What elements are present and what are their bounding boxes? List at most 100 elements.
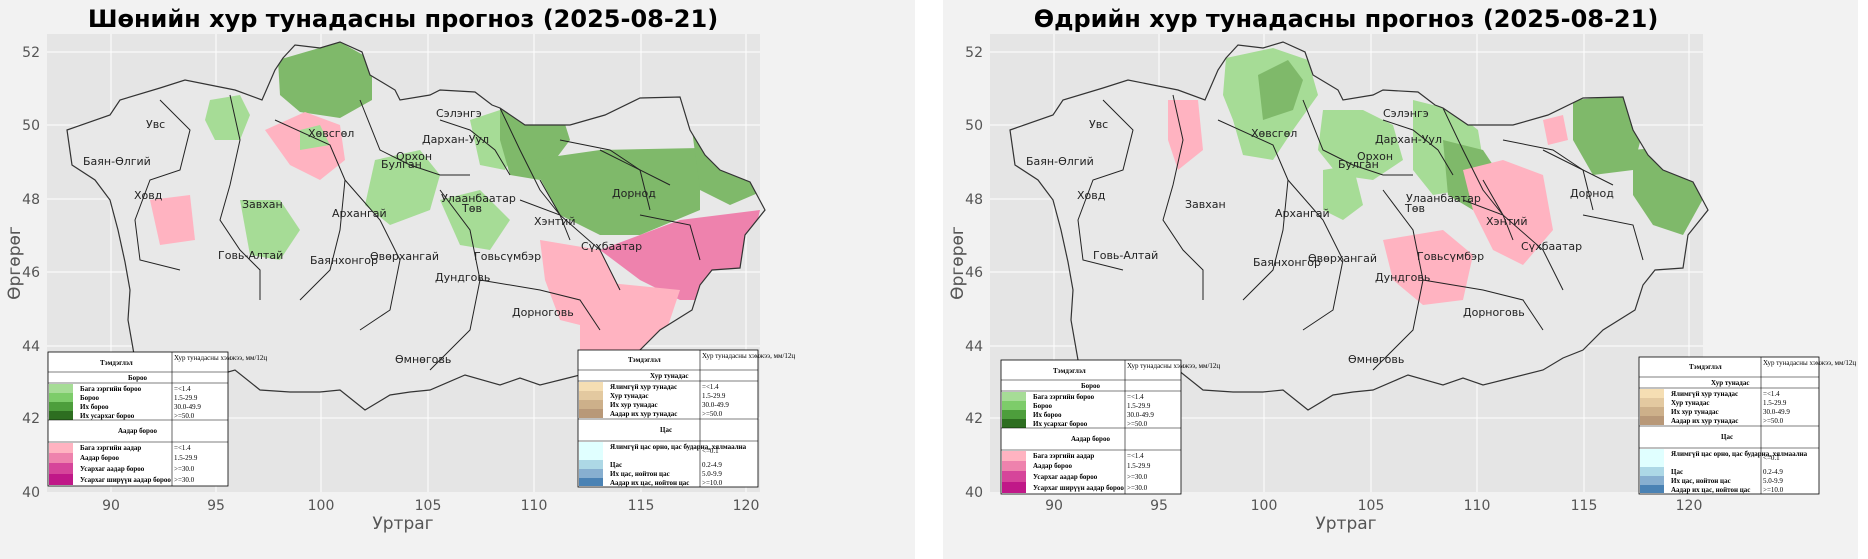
svg-text:>=50.0: >=50.0 (174, 412, 195, 420)
label-umnugovi: Өмнөговь (1348, 353, 1404, 366)
svg-text:42: 42 (22, 411, 40, 427)
label-uvs: Увс (1089, 118, 1108, 131)
svg-text:Цас: Цас (1671, 468, 1683, 476)
label-khuvsgul: Хөвсгөл (308, 127, 354, 140)
label-bayan-ulgii: Баян-Өлгий (1026, 155, 1094, 168)
label-sukhbaatar: Сүхбаатар (1521, 240, 1582, 253)
svg-text:50: 50 (22, 118, 40, 134)
svg-text:Тэмдэглэл: Тэмдэглэл (1689, 363, 1722, 371)
zone-shower-small (1543, 115, 1568, 145)
label-dundgovi: Дундговь (435, 271, 490, 284)
x-tick-labels: 90 95 100 105 110 115 120 (1045, 498, 1702, 514)
zone-light-rain-west (205, 95, 250, 140)
svg-text:Их цас, нойтон цас: Их цас, нойтон цас (1671, 477, 1731, 485)
label-uvurkhangai: Өвөрхангай (370, 250, 439, 263)
svg-text:Аадар их цас, нойтон цас: Аадар их цас, нойтон цас (1671, 486, 1750, 494)
svg-text:48: 48 (22, 192, 40, 208)
svg-text:0.2-4.9: 0.2-4.9 (702, 461, 722, 469)
svg-text:44: 44 (22, 339, 40, 355)
label-bayan-ulgii: Баян-Өлгий (83, 155, 151, 168)
svg-text:Хур тунадас: Хур тунадас (650, 372, 688, 380)
svg-text:Бороо: Бороо (80, 394, 100, 402)
label-govi-altai: Говь-Алтай (1093, 249, 1158, 262)
svg-text:46: 46 (965, 265, 983, 281)
svg-text:Тэмдэглэл: Тэмдэглэл (1053, 367, 1086, 375)
zone-rain-dornod (1573, 95, 1643, 175)
svg-text:30.0-49.9: 30.0-49.9 (1127, 411, 1154, 419)
svg-text:5.0-9.9: 5.0-9.9 (1763, 477, 1783, 485)
zone-shower-dundgovi (1383, 230, 1473, 305)
label-khuvsgul: Хөвсгөл (1251, 127, 1297, 140)
y-tick-labels: 40 42 44 46 48 50 52 (965, 45, 983, 501)
label-uvs: Увс (146, 118, 165, 131)
svg-text:Цас: Цас (660, 426, 672, 434)
zone-light-rain-bulgan (1318, 110, 1403, 180)
svg-text:115: 115 (628, 498, 655, 514)
svg-text:>=10.0: >=10.0 (702, 479, 723, 487)
svg-text:Ялимгүй цас орно, цас бударна,: Ялимгүй цас орно, цас бударна, хялмаална (610, 443, 747, 451)
forecast-zones (150, 42, 765, 410)
label-khentii: Хэнтий (1486, 215, 1527, 228)
aimag-borders (134, 94, 701, 371)
label-zavkhan: Завхан (1185, 198, 1226, 211)
svg-text:Усархаг аадар бороо: Усархаг аадар бороо (80, 465, 145, 473)
svg-text:=<1.4: =<1.4 (1127, 393, 1144, 401)
svg-text:Ялимгүй цас орно, цас бударна,: Ялимгүй цас орно, цас бударна, хялмаална (1671, 450, 1808, 458)
svg-text:=<1.4: =<1.4 (1763, 390, 1780, 398)
svg-text:44: 44 (965, 339, 983, 355)
svg-text:=<1.4: =<1.4 (174, 385, 191, 393)
label-ulaanbaatar: Улаанбаатар (1406, 192, 1481, 205)
svg-text:Тэмдэглэл: Тэмдэглэл (628, 356, 661, 364)
label-darkhan-uul: Дархан-Уул (1375, 133, 1442, 146)
svg-text:Усархаг аадар бороо: Усархаг аадар бороо (1033, 473, 1098, 481)
label-ulaanbaatar: Улаанбаатар (441, 192, 516, 205)
svg-text:Аадар бороо: Аадар бороо (1071, 435, 1110, 443)
svg-text:Аадар бороо: Аадар бороо (118, 427, 157, 435)
svg-text:120: 120 (1676, 498, 1703, 514)
svg-text:=<1.4: =<1.4 (174, 444, 191, 452)
label-bayankhongor: Баянхонгор (310, 254, 378, 267)
svg-text:>=10.0: >=10.0 (1763, 486, 1784, 494)
svg-text:40: 40 (965, 485, 983, 501)
x-axis-label: Уртраг (1315, 514, 1376, 534)
svg-text:Бага зэргийн бороо: Бага зэргийн бороо (80, 385, 142, 393)
svg-text:>=30.0: >=30.0 (1127, 484, 1148, 492)
svg-text:110: 110 (521, 498, 548, 514)
panel-title: Шөнийн хур тунадасны прогноз (2025-08-21… (88, 5, 718, 33)
label-darkhan-uul: Дархан-Уул (422, 133, 489, 146)
svg-text:105: 105 (415, 498, 442, 514)
zone-rain-khentii (530, 148, 700, 235)
svg-text:Аадар бороо: Аадар бороо (80, 454, 119, 462)
label-bulgan: Булган (1338, 158, 1379, 171)
svg-text:5.0-9.9: 5.0-9.9 (702, 470, 722, 478)
svg-text:Хур тунадасны хэмжээ, мм/12ц: Хур тунадасны хэмжээ, мм/12ц (1763, 359, 1856, 367)
svg-text:=<1.4: =<1.4 (1127, 452, 1144, 460)
label-umnugovi: Өмнөговь (395, 353, 451, 366)
svg-text:Хур тунадас: Хур тунадас (610, 392, 648, 400)
svg-text:Ялимгүй хур тунадас: Ялимгүй хур тунадас (1671, 390, 1738, 398)
zone-light-rain-uvurkhangai (440, 190, 510, 250)
svg-text:Бага зэргийн аадар: Бага зэргийн аадар (1033, 452, 1094, 460)
label-khovd: Ховд (1077, 189, 1106, 202)
aimag-borders (1077, 94, 1644, 371)
svg-text:110: 110 (1464, 498, 1491, 514)
svg-text:1.5-29.9: 1.5-29.9 (1127, 402, 1151, 410)
aimag-labels: Увс Баян-Өлгий Ховд Завхан Говь-Алтай Хө… (83, 107, 656, 366)
legend-mixed-snow: Тэмдэглэл Хур тунадасны хэмжээ, мм/12ц Х… (577, 349, 795, 488)
y-axis-label: Өргөрөг (5, 226, 25, 300)
svg-text:30.0-49.9: 30.0-49.9 (174, 403, 201, 411)
zone-rain-hovsgol (278, 42, 372, 118)
svg-text:100: 100 (1251, 498, 1278, 514)
svg-text:Их хур тунадас: Их хур тунадас (1671, 408, 1719, 416)
svg-text:<=0.1: <=0.1 (1763, 454, 1780, 462)
svg-text:Ялимгүй хур тунадас: Ялимгүй хур тунадас (610, 383, 677, 391)
svg-text:115: 115 (1571, 498, 1598, 514)
svg-text:>=30.0: >=30.0 (174, 476, 195, 484)
svg-text:Аадар их хур тунадас: Аадар их хур тунадас (610, 410, 677, 418)
label-sukhbaatar: Сүхбаатар (581, 240, 642, 253)
svg-text:Их бороо: Их бороо (80, 403, 109, 411)
svg-text:<=0.1: <=0.1 (702, 447, 719, 455)
svg-text:>=50.0: >=50.0 (1127, 420, 1148, 428)
svg-text:Тэмдэглэл: Тэмдэглэл (100, 359, 133, 367)
x-axis-label: Уртраг (372, 514, 433, 534)
